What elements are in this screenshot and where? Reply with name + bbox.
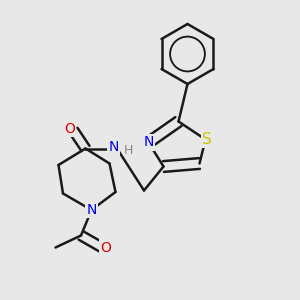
Text: O: O	[100, 241, 111, 254]
Text: N: N	[86, 203, 97, 217]
Text: N: N	[108, 140, 118, 154]
Text: S: S	[202, 132, 212, 147]
Text: N: N	[143, 136, 154, 149]
Text: H: H	[124, 144, 133, 158]
Text: O: O	[64, 122, 75, 136]
